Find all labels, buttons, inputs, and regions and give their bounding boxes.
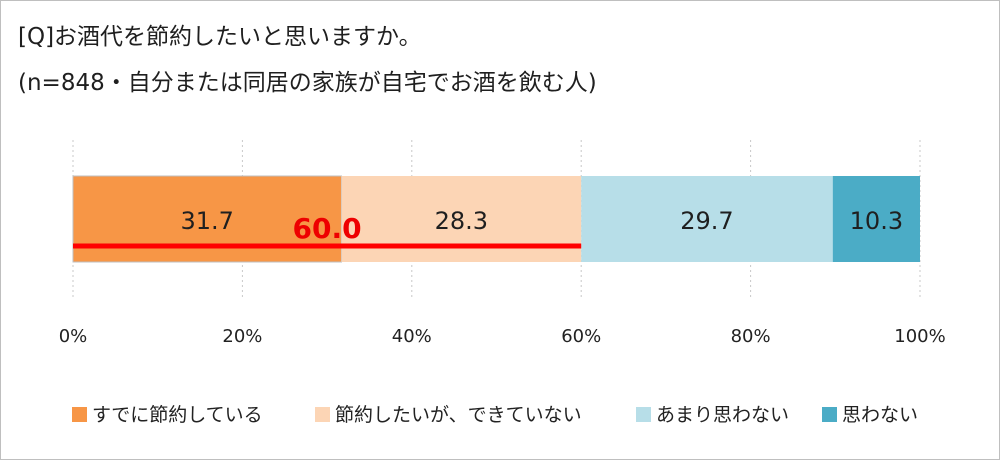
- legend-swatch: [822, 407, 837, 422]
- x-tick-label: 20%: [222, 326, 262, 347]
- x-tick-label: 40%: [392, 326, 432, 347]
- data-label: 31.7: [181, 207, 234, 235]
- legend-entry: あまり思わない: [656, 404, 789, 426]
- x-tick-label: 100%: [894, 326, 945, 347]
- x-tick-label: 0%: [59, 326, 88, 347]
- data-label: 10.3: [850, 207, 903, 235]
- legend-swatch: [72, 407, 87, 422]
- bar-segment: [832, 176, 920, 262]
- legend-entry: すでに節約している: [92, 404, 263, 426]
- chart-title: [Q]お酒代を節約したいと思いますか。: [18, 24, 422, 50]
- legend-swatch: [315, 407, 330, 422]
- legend-entry: 節約したいが、できていない: [335, 404, 582, 426]
- bar-segment: [581, 176, 833, 262]
- x-tick-label: 80%: [731, 326, 771, 347]
- legend-entry: 思わない: [842, 404, 918, 426]
- data-label: 28.3: [435, 207, 488, 235]
- x-tick-label: 60%: [561, 326, 601, 347]
- highlight-label: 60.0: [293, 212, 362, 245]
- chart-subtitle: (n=848・自分または同居の家族が自宅でお酒を飲む人): [18, 70, 597, 96]
- legend-swatch: [636, 407, 651, 422]
- data-label: 29.7: [680, 207, 733, 235]
